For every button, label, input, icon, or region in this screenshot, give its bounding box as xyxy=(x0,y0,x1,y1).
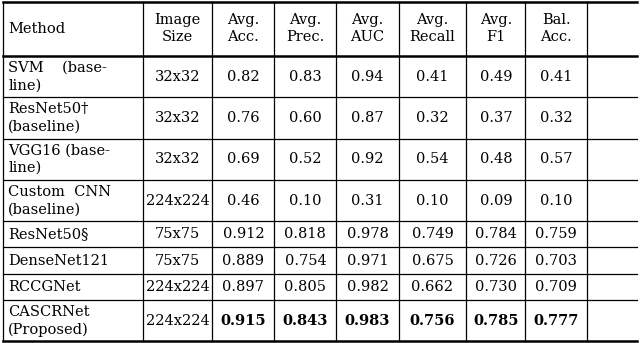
Text: 0.785: 0.785 xyxy=(473,314,518,328)
Text: 75x75: 75x75 xyxy=(155,227,200,241)
Text: 0.82: 0.82 xyxy=(227,70,260,84)
Text: 0.92: 0.92 xyxy=(351,152,384,166)
Text: 224x224: 224x224 xyxy=(145,193,209,208)
Text: 0.730: 0.730 xyxy=(475,280,517,294)
Text: 0.10: 0.10 xyxy=(416,193,449,208)
Text: 0.83: 0.83 xyxy=(289,70,322,84)
Text: SVM    (base-
line): SVM (base- line) xyxy=(8,61,107,92)
Text: 0.818: 0.818 xyxy=(285,227,326,241)
Text: VGG16 (base-
line): VGG16 (base- line) xyxy=(8,144,110,175)
Text: 0.777: 0.777 xyxy=(534,314,579,328)
Text: RCCGNet: RCCGNet xyxy=(8,280,81,294)
Text: 0.915: 0.915 xyxy=(221,314,266,328)
Text: 75x75: 75x75 xyxy=(155,253,200,268)
Text: 224x224: 224x224 xyxy=(145,314,209,328)
Text: 0.94: 0.94 xyxy=(351,70,384,84)
Text: 0.49: 0.49 xyxy=(479,70,512,84)
Text: 0.48: 0.48 xyxy=(479,152,512,166)
Text: ResNet50§: ResNet50§ xyxy=(8,227,89,241)
Text: 0.10: 0.10 xyxy=(289,193,322,208)
Text: 32x32: 32x32 xyxy=(155,152,200,166)
Text: 0.971: 0.971 xyxy=(347,253,388,268)
Text: 0.756: 0.756 xyxy=(410,314,455,328)
Text: 0.41: 0.41 xyxy=(416,70,449,84)
Text: 0.76: 0.76 xyxy=(227,111,260,125)
Text: Custom  CNN
(baseline): Custom CNN (baseline) xyxy=(8,185,111,216)
Text: 0.675: 0.675 xyxy=(412,253,453,268)
Text: Avg.
Prec.: Avg. Prec. xyxy=(286,13,324,45)
Text: 0.983: 0.983 xyxy=(345,314,390,328)
Text: Image
Size: Image Size xyxy=(154,13,200,45)
Text: 0.52: 0.52 xyxy=(289,152,322,166)
Text: 0.982: 0.982 xyxy=(347,280,388,294)
Text: 0.662: 0.662 xyxy=(412,280,454,294)
Text: Avg.
Recall: Avg. Recall xyxy=(410,13,455,45)
Text: Avg.
F1: Avg. F1 xyxy=(480,13,512,45)
Text: 0.41: 0.41 xyxy=(540,70,573,84)
Text: 0.69: 0.69 xyxy=(227,152,260,166)
Text: 0.54: 0.54 xyxy=(416,152,449,166)
Text: 0.37: 0.37 xyxy=(479,111,512,125)
Text: 0.805: 0.805 xyxy=(284,280,326,294)
Text: 0.709: 0.709 xyxy=(536,280,577,294)
Text: Avg.
AUC: Avg. AUC xyxy=(351,13,385,45)
Text: 32x32: 32x32 xyxy=(155,111,200,125)
Text: 0.843: 0.843 xyxy=(283,314,328,328)
Text: 0.754: 0.754 xyxy=(285,253,326,268)
Text: CASCRNet
(Proposed): CASCRNet (Proposed) xyxy=(8,305,90,336)
Text: 0.978: 0.978 xyxy=(347,227,388,241)
Text: 0.889: 0.889 xyxy=(222,253,264,268)
Text: 0.784: 0.784 xyxy=(475,227,516,241)
Text: DenseNet121: DenseNet121 xyxy=(8,253,109,268)
Text: 0.10: 0.10 xyxy=(540,193,573,208)
Text: 0.912: 0.912 xyxy=(223,227,264,241)
Text: 0.897: 0.897 xyxy=(222,280,264,294)
Text: 0.726: 0.726 xyxy=(475,253,516,268)
Text: 0.759: 0.759 xyxy=(536,227,577,241)
Text: 32x32: 32x32 xyxy=(155,70,200,84)
Text: 0.09: 0.09 xyxy=(479,193,512,208)
Text: Avg.
Acc.: Avg. Acc. xyxy=(227,13,259,45)
Text: 0.31: 0.31 xyxy=(351,193,384,208)
Text: Method: Method xyxy=(8,22,65,36)
Text: 0.32: 0.32 xyxy=(416,111,449,125)
Text: ResNet50†
(baseline): ResNet50† (baseline) xyxy=(8,102,89,133)
Text: 0.32: 0.32 xyxy=(540,111,573,125)
Text: 224x224: 224x224 xyxy=(145,280,209,294)
Text: 0.57: 0.57 xyxy=(540,152,573,166)
Text: 0.87: 0.87 xyxy=(351,111,384,125)
Text: 0.60: 0.60 xyxy=(289,111,322,125)
Text: 0.749: 0.749 xyxy=(412,227,453,241)
Text: Bal.
Acc.: Bal. Acc. xyxy=(540,13,572,45)
Text: 0.703: 0.703 xyxy=(535,253,577,268)
Text: 0.46: 0.46 xyxy=(227,193,260,208)
